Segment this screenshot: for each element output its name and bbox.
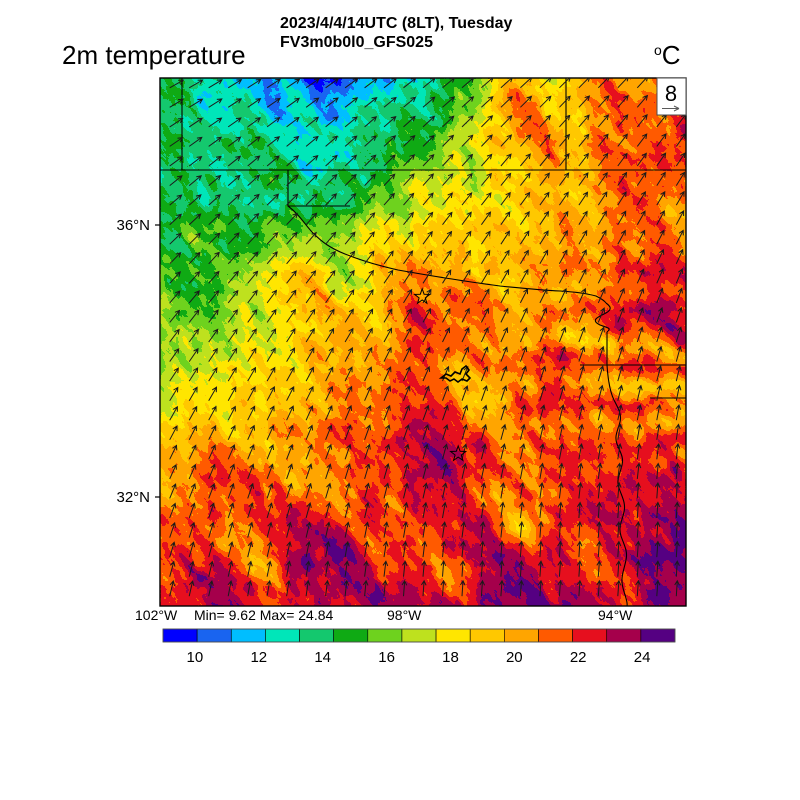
svg-text:98°W: 98°W: [387, 607, 422, 623]
svg-text:12: 12: [250, 649, 267, 666]
svg-text:20: 20: [506, 649, 523, 666]
svg-text:14: 14: [314, 649, 331, 666]
svg-text:16: 16: [378, 649, 395, 666]
svg-text:8: 8: [665, 81, 677, 106]
svg-text:22: 22: [570, 649, 587, 666]
svg-text:102°W: 102°W: [135, 607, 178, 623]
svg-text:32°N: 32°N: [116, 489, 150, 506]
svg-text:Min= 9.62 Max= 24.84: Min= 9.62 Max= 24.84: [194, 607, 334, 623]
svg-text:94°W: 94°W: [598, 607, 633, 623]
svg-text:24: 24: [634, 649, 651, 666]
svg-text:18: 18: [442, 649, 459, 666]
svg-text:10: 10: [187, 649, 204, 666]
svg-text:36°N: 36°N: [116, 217, 150, 234]
